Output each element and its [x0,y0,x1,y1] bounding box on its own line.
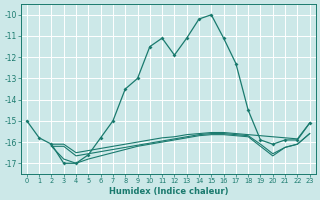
X-axis label: Humidex (Indice chaleur): Humidex (Indice chaleur) [108,187,228,196]
